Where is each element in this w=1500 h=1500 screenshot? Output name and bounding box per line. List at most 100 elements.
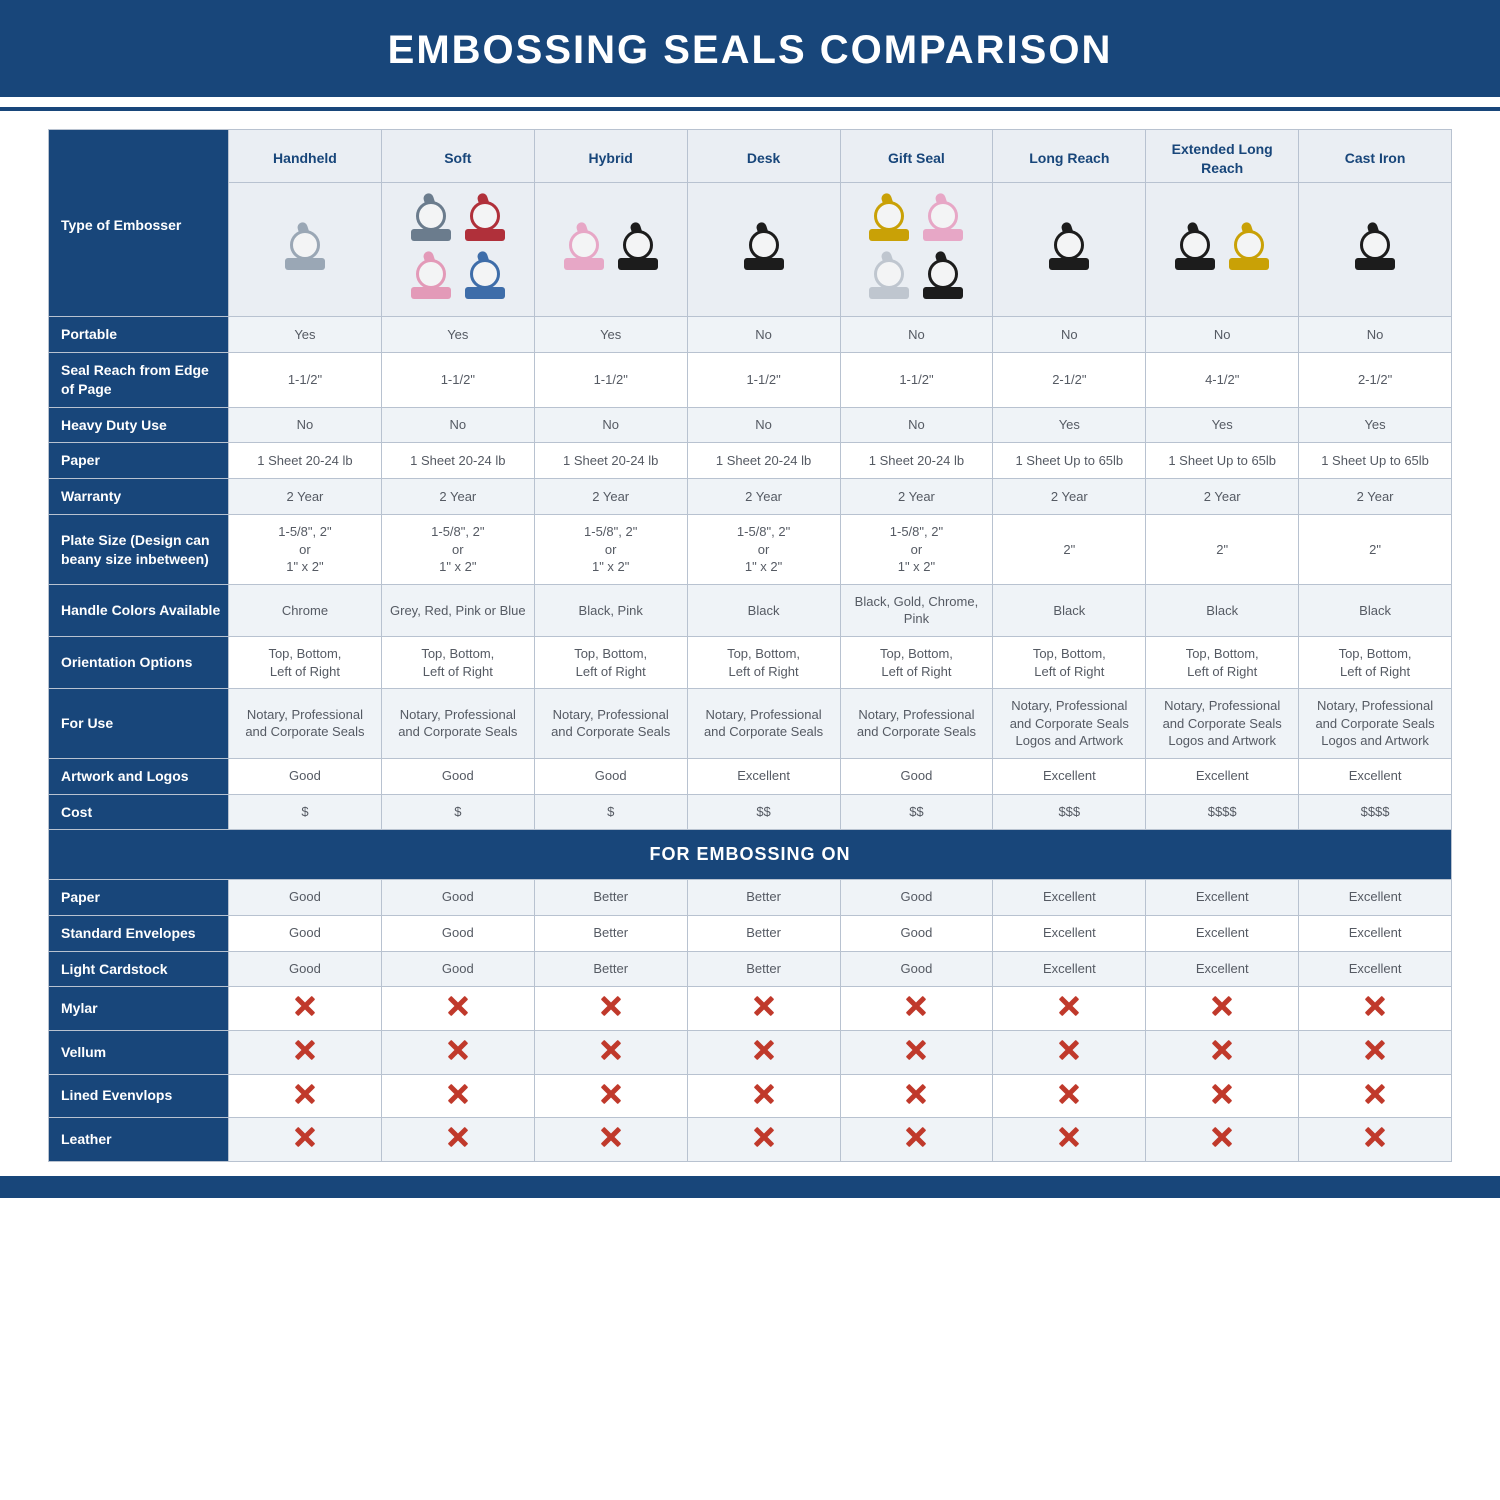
table-cell: Excellent [1299, 879, 1452, 915]
table-cell: No [840, 407, 993, 443]
embosser-icon [458, 191, 512, 245]
x-icon [1058, 1039, 1080, 1061]
table-cell: 1-1/2" [381, 352, 534, 407]
x-icon [1364, 1083, 1386, 1105]
embosser-icon [737, 220, 791, 274]
table-cell: Top, Bottom,Left of Right [840, 636, 993, 688]
product-image-cell [534, 182, 687, 316]
row-header: For Use [49, 689, 229, 759]
x-icon [1364, 1039, 1386, 1061]
x-icon [905, 995, 927, 1017]
row-header: Standard Envelopes [49, 915, 229, 951]
table-cell: Black [993, 584, 1146, 636]
table-cell [1299, 1030, 1452, 1074]
product-image-cell [1146, 182, 1299, 316]
table-cell [840, 987, 993, 1031]
table-cell: Chrome [229, 584, 382, 636]
table-cell: 1-1/2" [687, 352, 840, 407]
embosser-icon [404, 191, 458, 245]
table-cell [229, 1118, 382, 1162]
table-cell: Good [840, 879, 993, 915]
table-cell [993, 987, 1146, 1031]
table-cell: Good [840, 951, 993, 987]
table-cell: Excellent [1299, 951, 1452, 987]
table-cell: $ [229, 794, 382, 830]
embosser-icon [916, 249, 970, 303]
table-cell: $ [534, 794, 687, 830]
embosser-icon [278, 220, 332, 274]
table-cell [1299, 987, 1452, 1031]
table-cell: 2 Year [1146, 479, 1299, 515]
table-cell: No [687, 407, 840, 443]
table-cell: Notary, Professional and Corporate Seals [229, 689, 382, 759]
row-header: Cost [49, 794, 229, 830]
table-cell [1299, 1118, 1452, 1162]
table-cell: 1 Sheet 20-24 lb [534, 443, 687, 479]
x-icon [1058, 1083, 1080, 1105]
table-cell [381, 1118, 534, 1162]
table-cell: No [1299, 316, 1452, 352]
divider-rule [0, 107, 1500, 111]
x-icon [294, 1083, 316, 1105]
table-cell: 1 Sheet 20-24 lb [229, 443, 382, 479]
table-cell: Good [381, 915, 534, 951]
table-cell: 1-1/2" [840, 352, 993, 407]
table-cell: Good [229, 915, 382, 951]
table-cell: Notary, Professional and Corporate Seals… [993, 689, 1146, 759]
x-icon [1364, 995, 1386, 1017]
row-header: Vellum [49, 1030, 229, 1074]
table-cell: 2 Year [534, 479, 687, 515]
table-cell: 1 Sheet 20-24 lb [840, 443, 993, 479]
product-image-cell [687, 182, 840, 316]
table-cell: 2 Year [229, 479, 382, 515]
x-icon [1211, 1039, 1233, 1061]
table-cell [840, 1030, 993, 1074]
x-icon [1211, 1126, 1233, 1148]
embosser-icon [458, 249, 512, 303]
table-cell: Excellent [1299, 758, 1452, 794]
x-icon [905, 1126, 927, 1148]
table-cell: No [840, 316, 993, 352]
embosser-icon [1222, 220, 1276, 274]
table-cell: Notary, Professional and Corporate Seals… [1146, 689, 1299, 759]
table-cell: $$$$ [1146, 794, 1299, 830]
x-icon [294, 1126, 316, 1148]
embosser-icon [862, 191, 916, 245]
product-image-cell [229, 182, 382, 316]
table-cell [534, 1030, 687, 1074]
table-cell: 2-1/2" [1299, 352, 1452, 407]
table-cell [993, 1074, 1146, 1118]
table-cell [381, 1074, 534, 1118]
x-icon [1211, 995, 1233, 1017]
table-cell: 2" [993, 515, 1146, 585]
x-icon [1058, 1126, 1080, 1148]
table-cell: 4-1/2" [1146, 352, 1299, 407]
table-cell [534, 987, 687, 1031]
title-band: EMBOSSING SEALS COMPARISON [0, 0, 1500, 97]
table-cell: $$ [687, 794, 840, 830]
table-cell [687, 1074, 840, 1118]
table-cell: 2 Year [840, 479, 993, 515]
row-header-type: Type of Embosser [49, 130, 229, 317]
table-cell: Top, Bottom,Left of Right [1146, 636, 1299, 688]
embosser-icon [611, 220, 665, 274]
table-cell: Excellent [1146, 915, 1299, 951]
x-icon [753, 1039, 775, 1061]
table-cell: Good [840, 758, 993, 794]
table-cell: 2" [1146, 515, 1299, 585]
row-header: Plate Size (Design can beany size inbetw… [49, 515, 229, 585]
table-cell: Black, Pink [534, 584, 687, 636]
x-icon [447, 1083, 469, 1105]
table-cell [840, 1118, 993, 1162]
table-cell [993, 1118, 1146, 1162]
table-cell [840, 1074, 993, 1118]
table-cell: Notary, Professional and Corporate Seals… [1299, 689, 1452, 759]
table-cell: Excellent [993, 758, 1146, 794]
table-cell: 1 Sheet Up to 65lb [993, 443, 1146, 479]
embosser-icon [1168, 220, 1222, 274]
table-cell: Excellent [687, 758, 840, 794]
table-cell [381, 1030, 534, 1074]
table-cell [993, 1030, 1146, 1074]
table-cell: Good [229, 879, 382, 915]
row-header: Paper [49, 443, 229, 479]
